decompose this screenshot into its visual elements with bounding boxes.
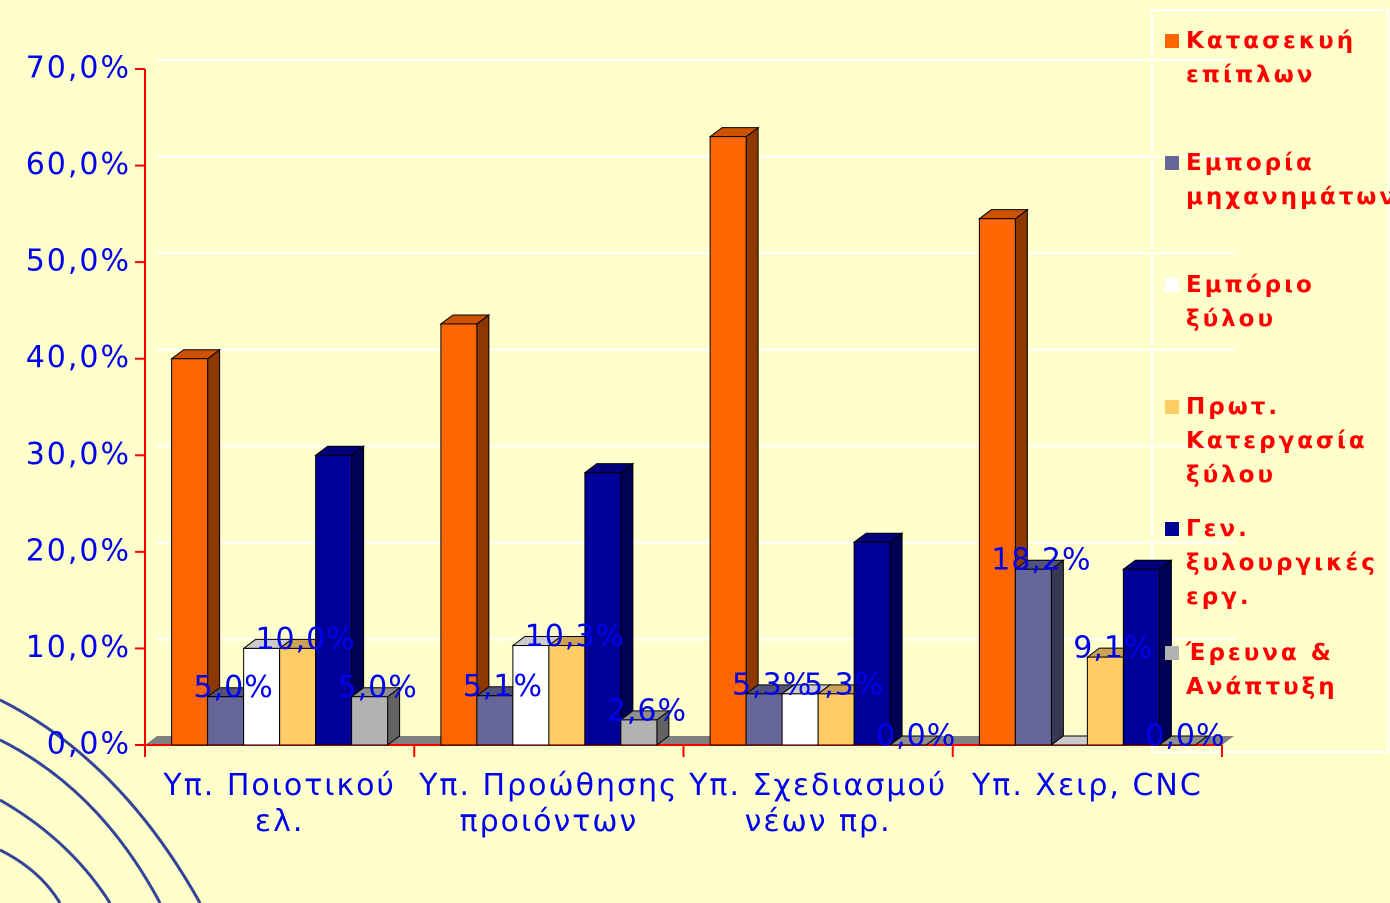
legend-label: Εμπόριο ξύλου	[1186, 272, 1315, 332]
value-label: 10,0%	[255, 622, 355, 657]
value-label: 9,1%	[1073, 631, 1153, 666]
y-tick-label: 40,0%	[26, 340, 131, 375]
legend-label: Εμπορία μηχανημάτων	[1186, 150, 1390, 210]
bar-top	[1157, 735, 1209, 746]
legend-label: Γεν. ξυλουργικές εργ.	[1186, 516, 1378, 610]
bar	[853, 541, 891, 746]
bar	[548, 645, 586, 746]
bar	[1122, 568, 1160, 746]
bar	[709, 136, 747, 746]
bar	[243, 647, 281, 746]
bar	[351, 696, 389, 746]
bar	[171, 358, 209, 746]
bar-side	[745, 126, 759, 746]
value-label: 5,3%	[732, 667, 812, 702]
y-tick-label: 50,0%	[26, 244, 131, 279]
x-tick-label: Υπ. Χειρ, CNC	[971, 768, 1203, 803]
bar	[512, 645, 550, 746]
bar	[1014, 568, 1052, 746]
legend-label: Πρωτ. Κατεργασία ξύλου	[1186, 394, 1368, 488]
value-label: 0,0%	[876, 719, 956, 754]
value-label: 0,0%	[1145, 719, 1225, 754]
floor	[145, 736, 1234, 745]
bar	[584, 472, 622, 746]
x-tick-label: Υπ. Σχεδιασμού νέων πρ.	[689, 768, 948, 839]
bar	[207, 696, 245, 746]
bar-side	[889, 532, 903, 746]
bar	[440, 323, 478, 746]
value-label: 5,0%	[194, 670, 274, 705]
legend-swatch	[1165, 400, 1179, 414]
x-tick-label: Υπ. Ποιοτικού ελ.	[163, 768, 396, 839]
value-label: 5,3%	[804, 667, 884, 702]
bar-side	[1050, 559, 1064, 746]
bar	[620, 719, 658, 746]
legend-label: Έρευνα & Ανάπτυξη	[1186, 640, 1338, 700]
legend-label: Κατασεκυή επίπλων	[1186, 28, 1357, 88]
bar	[781, 693, 819, 746]
legend-swatch	[1165, 522, 1179, 536]
bar	[279, 647, 317, 746]
y-tick-label: 0,0%	[47, 727, 131, 762]
bar	[978, 218, 1016, 746]
legend-swatch	[1165, 156, 1179, 170]
bar	[1086, 656, 1124, 746]
decoration	[0, 698, 202, 903]
legend-swatch	[1165, 646, 1179, 660]
value-label: 5,1%	[463, 669, 543, 704]
legend-swatch	[1165, 34, 1179, 48]
bar	[817, 693, 855, 746]
bar-top	[888, 735, 940, 746]
legend-box	[1151, 9, 1389, 753]
value-label: 2,6%	[607, 693, 687, 728]
y-tick-label: 70,0%	[26, 51, 131, 86]
value-label: 18,2%	[991, 543, 1091, 578]
bar	[476, 695, 514, 746]
x-tick-label: Υπ. Προώθησης προιόντων	[419, 768, 679, 839]
y-tick-label: 10,0%	[26, 630, 131, 665]
legend-swatch	[1165, 278, 1179, 292]
value-label: 5,0%	[338, 670, 418, 705]
bar	[315, 454, 353, 746]
y-tick-label: 20,0%	[26, 533, 131, 568]
value-label: 10,3%	[525, 619, 625, 654]
y-tick-label: 30,0%	[26, 437, 131, 472]
y-tick-label: 60,0%	[26, 147, 131, 182]
